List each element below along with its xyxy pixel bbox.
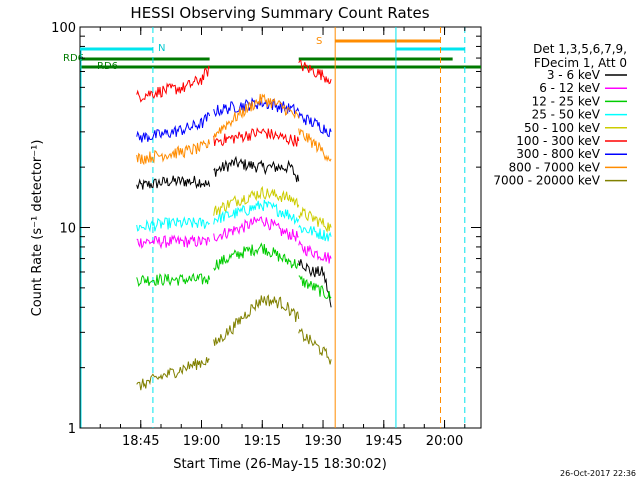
legend-header-line1: Det 1,3,5,6,7,9, xyxy=(533,42,627,56)
chart-title: HESSI Observing Summary Count Rates xyxy=(130,4,429,22)
series-2-segment-2 xyxy=(298,275,332,300)
series-0 xyxy=(136,155,332,308)
series-8 xyxy=(136,294,332,391)
legend-label-2: 12 - 25 keV xyxy=(532,94,601,108)
series-4 xyxy=(213,185,332,234)
footer-timestamp: 26-Oct-2017 22:36 xyxy=(560,469,636,478)
series-3 xyxy=(136,199,332,242)
flag-label-s: S xyxy=(316,36,322,47)
x-tick-label-1: 19:00 xyxy=(183,434,220,449)
legend-label-3: 25 - 50 keV xyxy=(532,108,601,122)
series-3-segment-2 xyxy=(298,224,332,242)
plot-frame xyxy=(79,26,482,429)
y-tick-label-2: 100 xyxy=(51,21,76,36)
x-axis-label: Start Time (26-May-15 18:30:02) xyxy=(173,457,387,472)
x-tick-label-0: 18:45 xyxy=(122,434,159,449)
legend-label-7: 800 - 7000 keV xyxy=(509,160,601,174)
series-6-segment-2 xyxy=(298,111,332,138)
series-2-segment-1 xyxy=(213,242,300,272)
series-0-segment-1 xyxy=(213,155,300,183)
y-tick-label-0: 1 xyxy=(68,422,76,437)
series-8-segment-2 xyxy=(298,327,332,365)
series-6-segment-0 xyxy=(136,112,211,143)
series-7-segment-1 xyxy=(213,93,300,140)
series-5-segment-1 xyxy=(213,127,300,147)
legend-label-1: 6 - 12 keV xyxy=(539,81,601,95)
series-0-segment-0 xyxy=(136,175,211,190)
series-8-segment-0 xyxy=(136,357,210,391)
series-1-segment-2 xyxy=(298,240,332,264)
legend-header-line2: FDecim 1, Att 0 xyxy=(534,56,627,70)
series-1-segment-0 xyxy=(136,234,211,250)
series-2 xyxy=(136,242,332,300)
y-axis-label: Count Rate (s⁻¹ detector⁻¹) xyxy=(30,140,45,317)
legend-label-6: 300 - 800 keV xyxy=(516,147,600,161)
x-tick-label-3: 19:30 xyxy=(304,434,341,449)
x-tick-label-4: 19:45 xyxy=(365,434,402,449)
series-4-segment-1 xyxy=(298,206,332,234)
series-3-segment-1 xyxy=(213,199,300,225)
x-tick-label-2: 19:15 xyxy=(244,434,281,449)
series-7-segment-0 xyxy=(136,139,211,166)
series-4-segment-0 xyxy=(213,185,300,216)
series-6 xyxy=(136,96,332,143)
series-5 xyxy=(136,59,332,147)
series-3-segment-0 xyxy=(136,216,210,233)
series-5-segment-0 xyxy=(136,65,211,103)
series-1-segment-1 xyxy=(213,216,299,242)
series-5-segment-2 xyxy=(298,59,332,85)
legend-label-4: 50 - 100 keV xyxy=(524,121,601,135)
series-7 xyxy=(136,93,332,166)
legend-label-0: 3 - 6 keV xyxy=(547,68,601,82)
legend-label-5: 100 - 300 keV xyxy=(516,134,600,148)
series-0-segment-2 xyxy=(298,259,332,308)
flag-label-n: N xyxy=(158,43,165,54)
legend-label-8: 7000 - 20000 keV xyxy=(493,174,600,188)
series-8-segment-1 xyxy=(213,294,300,346)
series-2-segment-0 xyxy=(136,272,211,288)
x-tick-label-5: 20:00 xyxy=(426,434,463,449)
series-7-segment-2 xyxy=(298,128,332,162)
series-1 xyxy=(136,216,332,264)
y-tick-label-1: 10 xyxy=(59,222,76,237)
flag-label-rd6-upper: RD6 xyxy=(63,53,84,64)
